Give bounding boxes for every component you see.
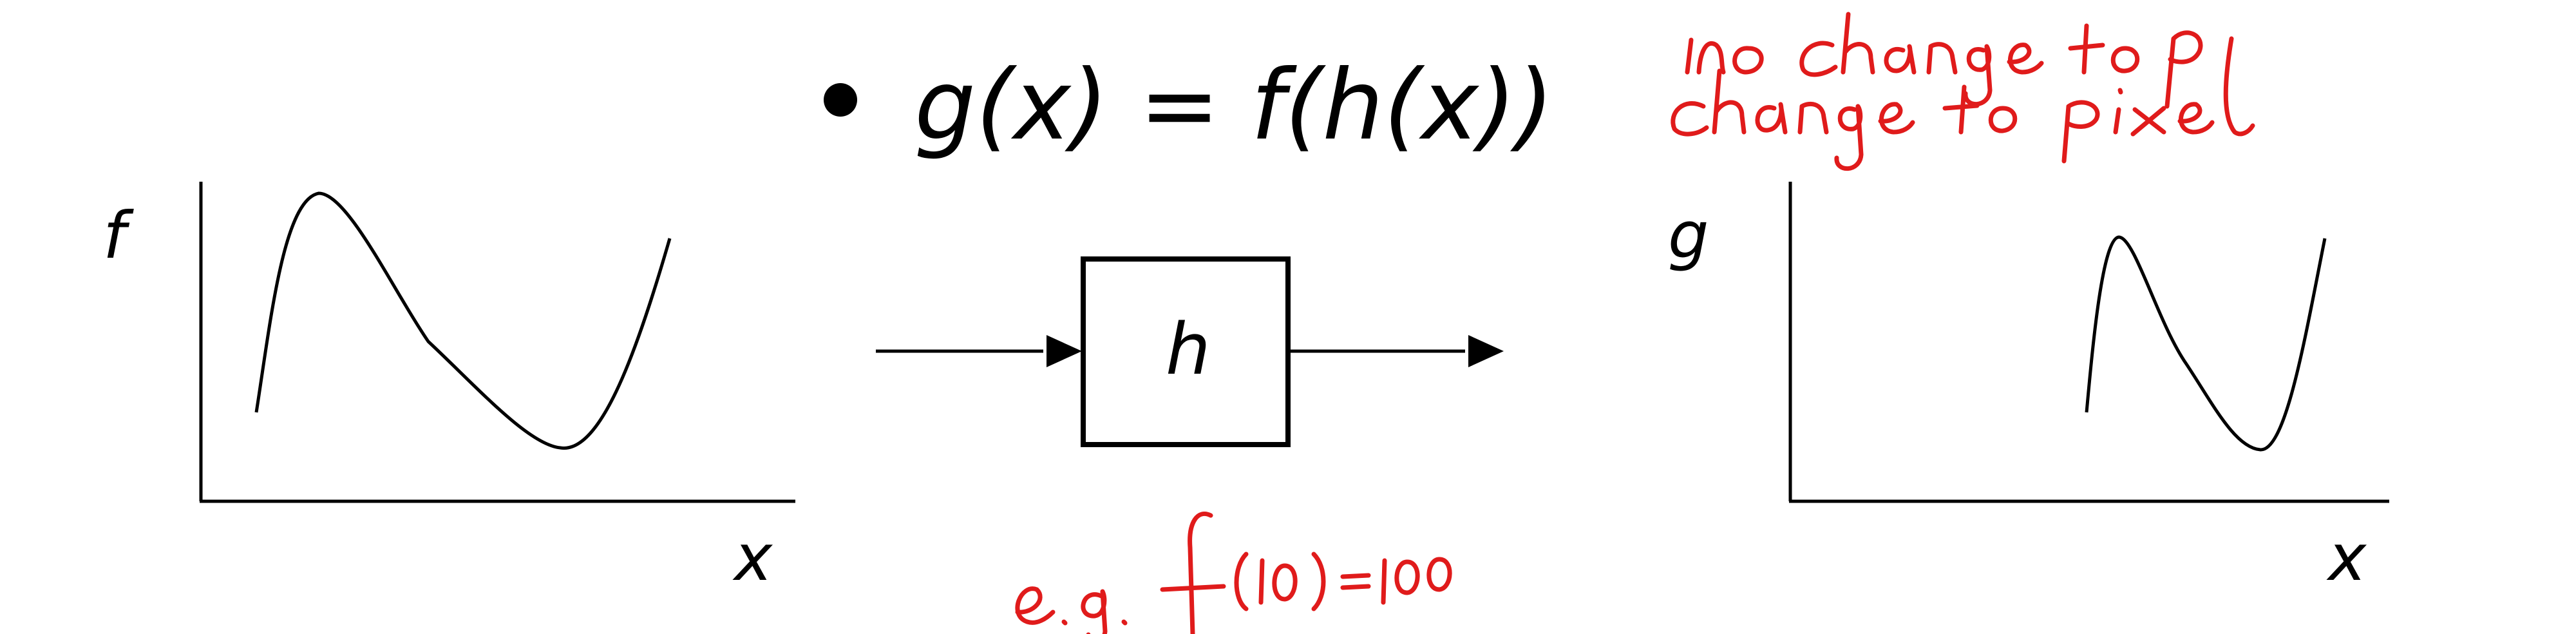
h-box-label: h [1166,308,1211,390]
handwritten-note-line2 [1671,36,2255,171]
handwritten-annotation [1015,12,2255,634]
right-y-label: g [1668,198,1709,273]
left-curve [254,191,672,450]
left-plot: f x [103,182,795,595]
bullet-dot [824,83,857,117]
left-x-label: x [732,520,773,595]
transform-diagram: h [876,256,1504,447]
formula-text: g(x) = f(h(x)) [914,50,1554,162]
right-plot: g x [1668,182,2389,595]
right-x-label: x [2326,520,2367,595]
handwritten-example [1015,512,1452,634]
handwritten-note-line1 [1685,12,2203,109]
left-y-label: f [103,198,134,273]
output-arrow-head [1468,335,1504,367]
formula: g(x) = f(h(x)) [824,50,1554,162]
input-arrow-head [1046,335,1082,367]
right-curve [2085,235,2327,452]
h-box [1081,256,1291,447]
